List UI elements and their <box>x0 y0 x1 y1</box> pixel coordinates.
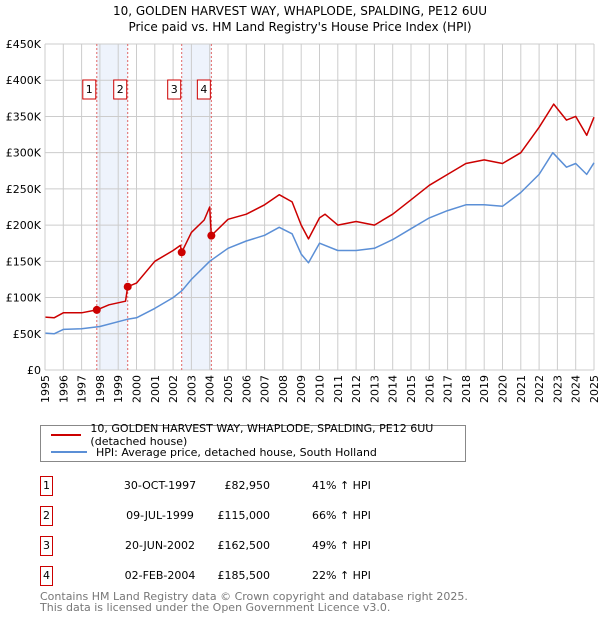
x-tick-label: 2009 <box>295 375 308 403</box>
x-tick-label: 2012 <box>350 375 363 403</box>
x-tick-label: 2025 <box>588 375 600 403</box>
chart-subtitle: Price paid vs. HM Land Registry's House … <box>128 20 472 34</box>
y-tick-label: £250K <box>6 183 42 196</box>
y-tick-label: £0 <box>27 364 41 377</box>
y-tick-label: £50K <box>13 328 42 341</box>
sale-price: £82,950 <box>224 479 271 492</box>
sale-date: 30-OCT-1997 <box>123 479 197 492</box>
sale-point <box>177 248 186 257</box>
legend-swatch-blue <box>51 451 87 453</box>
y-tick-label: £450K <box>6 38 42 51</box>
sale-number-box <box>196 79 211 100</box>
x-tick-label: 2013 <box>368 375 381 403</box>
sale-price: £162,500 <box>217 539 271 552</box>
sale-number-label: 4 <box>200 83 207 96</box>
x-tick-label: 2023 <box>551 375 564 403</box>
y-tick-label: £300K <box>6 147 42 160</box>
x-tick-label: 2003 <box>185 375 198 403</box>
sale-number-label: 3 <box>171 83 178 96</box>
chart-title: 10, GOLDEN HARVEST WAY, WHAPLODE, SPALDI… <box>112 4 488 18</box>
sale-price: £185,500 <box>217 569 271 582</box>
x-tick-label: 2002 <box>167 375 180 403</box>
x-tick-label: 1996 <box>57 375 70 403</box>
x-tick-label: 2004 <box>204 375 217 403</box>
x-tick-label: 2022 <box>533 375 546 403</box>
x-tick-label: 2006 <box>240 375 253 403</box>
sale-point <box>92 305 101 314</box>
sale-number: 4 <box>40 566 53 586</box>
footer-licence: This data is licensed under the Open Gov… <box>40 601 391 614</box>
price-chart: £0 £50K £100K £150K £200K £250K £300K £350K £400… <box>6 38 600 403</box>
sale-row: 1 30-OCT-1997 £82,950 41% ↑ HPI <box>40 476 600 496</box>
y-tick-label: £350K <box>6 110 42 123</box>
x-tick-label: 2017 <box>442 375 455 403</box>
x-tick-label: 2011 <box>332 375 345 403</box>
x-tick-label: 2014 <box>387 375 400 403</box>
sale-hpi: 66% ↑ HPI <box>312 509 371 522</box>
sale-number-box <box>113 79 128 100</box>
y-tick-label: £200K <box>6 219 42 232</box>
x-tick-label: 2001 <box>149 375 162 403</box>
x-tick-label: 1998 <box>94 375 107 403</box>
hpi-line <box>44 151 595 335</box>
x-tick-label: 2007 <box>259 375 272 403</box>
sale-number-label: 1 <box>86 83 93 96</box>
sale-number: 2 <box>40 506 53 526</box>
x-tick-label: 2019 <box>478 375 491 403</box>
sale-point <box>123 282 132 291</box>
legend-item-property: 10, GOLDEN HARVEST WAY, WHAPLODE, SPALDI… <box>51 422 465 448</box>
sale-date: 09-JUL-1999 <box>126 509 194 522</box>
x-tick-label: 2021 <box>515 375 528 403</box>
legend-label: HPI: Average price, detached house, Sout… <box>96 445 377 459</box>
sale-number-label: 2 <box>117 83 124 96</box>
x-tick-label: 1995 <box>39 375 52 403</box>
x-tick-label: 2018 <box>460 375 473 403</box>
sale-date: 02-FEB-2004 <box>124 569 196 582</box>
footer-copyright: Contains HM Land Registry data © Crown c… <box>40 590 468 603</box>
x-tick-label: 1999 <box>112 375 125 403</box>
x-tick-label: 2005 <box>222 375 235 403</box>
sale-point <box>207 231 216 240</box>
sale-number: 1 <box>40 476 53 496</box>
sale-number: 3 <box>40 536 53 556</box>
x-tick-label: 1997 <box>76 375 89 403</box>
x-tick-label: 2024 <box>570 375 583 403</box>
sale-hpi: 49% ↑ HPI <box>312 539 371 552</box>
x-tick-label: 2020 <box>497 375 510 403</box>
x-tick-label: 2015 <box>405 375 418 403</box>
sale-hpi: 22% ↑ HPI <box>312 569 371 582</box>
legend-swatch-red <box>51 434 82 436</box>
sale-row: 2 09-JUL-1999 £115,000 66% ↑ HPI <box>40 506 600 526</box>
chart-legend: 10, GOLDEN HARVEST WAY, WHAPLODE, SPALDI… <box>40 422 466 462</box>
legend-item-hpi: HPI: Average price, detached house, Sout… <box>51 444 377 460</box>
sale-number-box <box>82 79 97 100</box>
sale-row: 3 20-JUN-2002 £162,500 49% ↑ HPI <box>40 536 600 556</box>
x-tick-label: 2008 <box>277 375 290 403</box>
y-tick-label: £150K <box>6 255 42 268</box>
sale-price: £115,000 <box>217 509 271 522</box>
sale-row: 4 02-FEB-2004 £185,500 22% ↑ HPI <box>40 566 600 586</box>
sale-hpi: 41% ↑ HPI <box>312 479 371 492</box>
sale-date: 20-JUN-2002 <box>124 539 196 552</box>
x-tick-label: 2010 <box>314 375 327 403</box>
sale-number-box <box>167 79 182 100</box>
x-tick-label: 2000 <box>131 375 144 403</box>
y-tick-label: £400K <box>6 74 42 87</box>
x-tick-label: 2016 <box>423 375 436 403</box>
y-tick-label: £100K <box>6 292 42 305</box>
legend-label: 10, GOLDEN HARVEST WAY, WHAPLODE, SPALDI… <box>90 422 434 448</box>
